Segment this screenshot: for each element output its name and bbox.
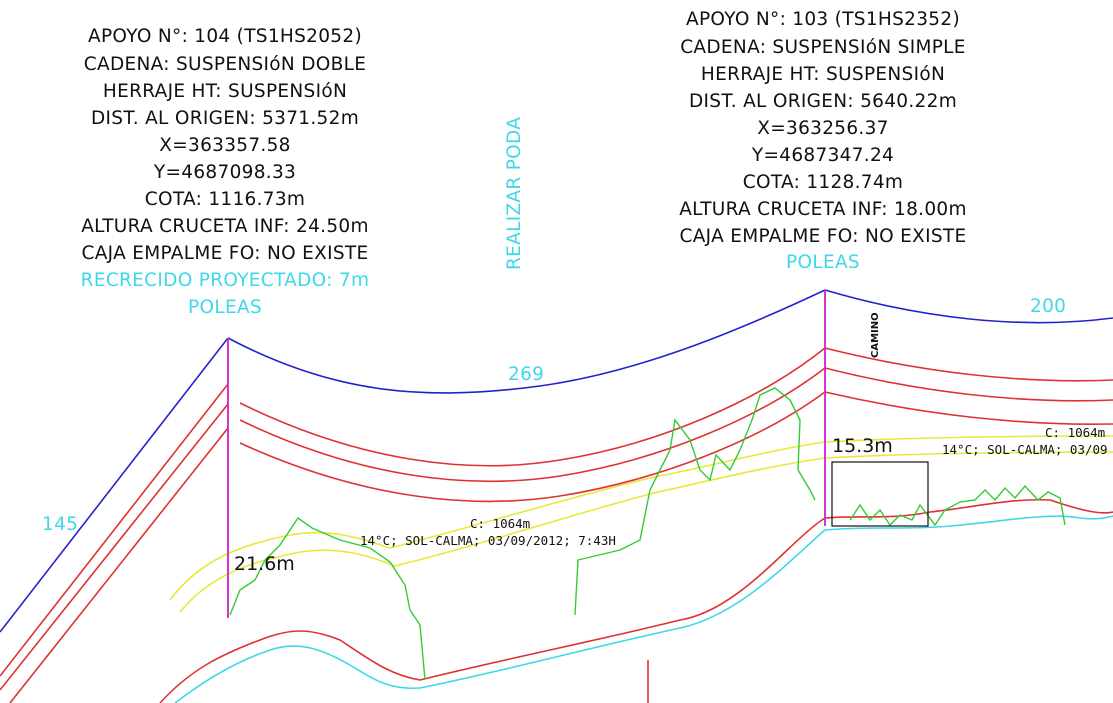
- cond-right-line-1: C: 1064m: [1045, 425, 1105, 440]
- s103-line-2: HERRAJE HT: SUSPENSIóN: [701, 64, 945, 85]
- s104-line-6: COTA: 1116.73m: [145, 189, 306, 210]
- s104-line-4: X=363357.58: [159, 135, 291, 156]
- s104-line-2: HERRAJE HT: SUSPENSIóN: [103, 81, 347, 102]
- earth-wire-right: [824, 289, 1113, 324]
- s104-line-7: ALTURA CRUCETA INF: 24.50m: [81, 216, 369, 237]
- support-103-info: APOYO N°: 103 (TS1HS2352) CADENA: SUSPEN…: [679, 9, 967, 273]
- s103-line-6: COTA: 1128.74m: [743, 172, 904, 193]
- clearance-box: [831, 461, 929, 527]
- s103-line-3: DIST. AL ORIGEN: 5640.22m: [689, 91, 957, 112]
- earth-wire-mid: [227, 289, 826, 394]
- s103-line-4: X=363256.37: [757, 118, 889, 139]
- cond-right-line-2: 14°C; SOL-CALMA; 03/09: [942, 442, 1108, 457]
- conductors-left: [0, 383, 229, 703]
- safety-curves: [169, 435, 1113, 613]
- conductors-mid: [239, 347, 826, 503]
- span-mid-label: 269: [508, 364, 544, 385]
- s103-line-1: CADENA: SUSPENSIóN SIMPLE: [680, 37, 966, 58]
- conductors-right: [824, 347, 1113, 426]
- s104-line-1: CADENA: SUSPENSIóN DOBLE: [84, 54, 366, 75]
- s104-line-8: CAJA EMPALME FO: NO EXISTE: [82, 243, 369, 264]
- realizar-poda-label: REALIZAR PODA: [504, 117, 525, 270]
- span-right-label: 200: [1030, 296, 1066, 317]
- s103-cyan-0: POLEAS: [786, 252, 860, 273]
- span-left-label: 145: [42, 514, 78, 535]
- clearance-right-label: 15.3m: [832, 435, 893, 457]
- s104-line-0: APOYO N°: 104 (TS1HS2052): [88, 26, 362, 47]
- terrain-line: [174, 515, 1113, 703]
- support-104-info: APOYO N°: 104 (TS1HS2052) CADENA: SUSPEN…: [81, 26, 370, 318]
- s104-line-5: Y=4687098.33: [153, 162, 296, 183]
- s104-line-3: DIST. AL ORIGEN: 5371.52m: [91, 108, 359, 129]
- camino-label: CAMINO: [870, 312, 881, 358]
- s103-line-5: Y=4687347.24: [751, 145, 894, 166]
- s103-line-7: ALTURA CRUCETA INF: 18.00m: [679, 199, 967, 220]
- ground-line-red: [159, 498, 1113, 703]
- s103-line-0: APOYO N°: 103 (TS1HS2352): [686, 9, 960, 30]
- cond-mid-line-1: C: 1064m: [470, 516, 530, 531]
- clearance-left-label: 21.6m: [234, 553, 295, 575]
- s103-line-8: CAJA EMPALME FO: NO EXISTE: [680, 226, 967, 247]
- cond-mid-line-2: 14°C; SOL-CALMA; 03/09/2012; 7:43H: [360, 533, 616, 548]
- vegetation: [229, 387, 1066, 681]
- s104-cyan-1: POLEAS: [188, 297, 262, 318]
- earth-wire-left: [0, 337, 229, 633]
- s104-cyan-0: RECRECIDO PROYECTADO: 7m: [81, 270, 370, 291]
